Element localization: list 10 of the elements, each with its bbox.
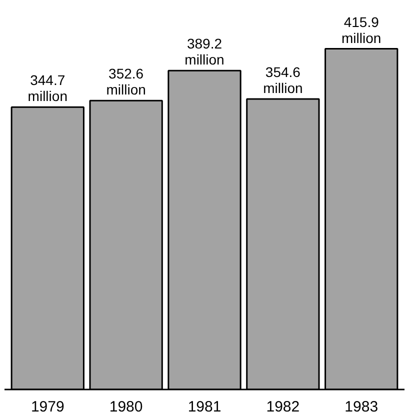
x-tick-label: 1983: [344, 398, 378, 416]
data-label: 344.7 million: [28, 72, 68, 104]
data-label: 389.2 million: [184, 36, 224, 68]
data-label: 415.9 million: [342, 14, 382, 46]
x-tick-label: 1980: [109, 398, 143, 416]
data-label: 354.6 million: [263, 64, 303, 96]
x-tick-label: 1979: [30, 398, 64, 416]
x-tick-label: 1981: [188, 398, 222, 416]
data-label: 352.6 million: [106, 66, 146, 98]
x-tick-label: 1982: [266, 398, 300, 416]
